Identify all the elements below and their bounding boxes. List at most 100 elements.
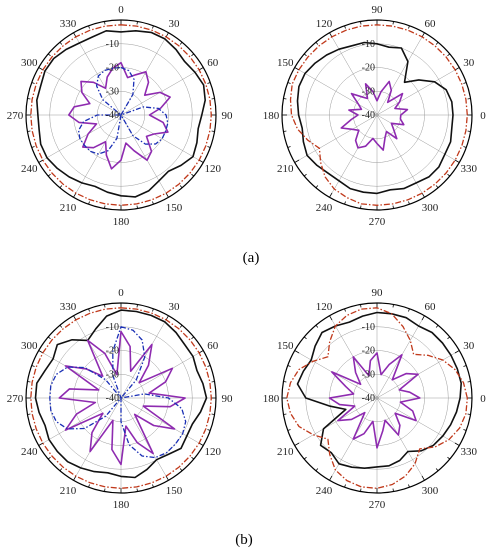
polar-chart-a-left: 0 30 60 90 120 150 180 210 240 270 300 330 -10 -20 -30… (7, 4, 233, 228)
polar-chart-a-right: 0 30 60 90 120 150 180 210 240 270 300 330 -10 -20 -30… (263, 4, 487, 228)
grid-spoke (38, 67, 122, 116)
angle-tick-label: 180 (113, 216, 130, 228)
radial-tick-label: -20 (362, 346, 375, 357)
angle-tick-label: 30 (463, 340, 475, 352)
grid-spoke (376, 114, 425, 198)
frame-tick (421, 315, 425, 321)
grid-spoke (73, 315, 122, 399)
radial-tick-label: -40 (362, 110, 375, 121)
angle-tick-label: 60 (207, 340, 219, 352)
radial-tick-label: -20 (106, 63, 119, 74)
series-dashdot-blue (49, 326, 187, 459)
caption-a: (a) (243, 250, 260, 266)
frame-tick (165, 475, 169, 481)
grid-spoke (120, 114, 204, 163)
polar-chart-b-left: 0 30 60 90 120 150 180 210 240 270 300 330 -10 -20 -30… (7, 287, 233, 511)
radial-tick-label: -40 (362, 393, 375, 404)
angle-tick-label: 30 (463, 57, 475, 69)
angle-tick-label: 0 (480, 110, 486, 122)
radial-tick-label: -30 (106, 369, 119, 380)
angle-tick-label: 150 (166, 485, 183, 497)
series-dashdot-red (289, 24, 468, 206)
series-measured-black (34, 309, 208, 479)
frame-tick (329, 192, 333, 198)
angle-tick-label: 180 (263, 393, 280, 405)
angle-tick-label: 150 (277, 340, 294, 352)
grid-spoke (376, 114, 460, 163)
angle-tick-label: 240 (316, 202, 333, 214)
grid-spoke (376, 397, 460, 446)
grid-spoke (294, 67, 378, 116)
grid-spoke (376, 67, 460, 116)
angle-tick-label: 330 (60, 301, 77, 313)
angle-tick-label: 210 (60, 485, 77, 497)
angle-tick-label: 270 (7, 110, 24, 122)
frame-tick (329, 315, 333, 321)
frame-tick (329, 475, 333, 481)
frame-tick (294, 442, 300, 446)
grid-spoke (120, 397, 204, 446)
angle-tick-label: 30 (169, 301, 181, 313)
radial-tick-label: -10 (106, 322, 119, 333)
angle-tick-label: 180 (113, 499, 130, 511)
angle-tick-label: 240 (316, 485, 333, 497)
grid-spoke (294, 114, 378, 163)
angle-tick-label: 90 (222, 393, 234, 405)
angle-tick-label: 120 (316, 301, 333, 313)
angle-tick-label: 300 (422, 485, 439, 497)
angle-tick-label: 30 (169, 18, 181, 30)
frame-tick (454, 159, 460, 163)
polar-frame (281, 302, 473, 494)
grid-spoke (120, 67, 204, 116)
frame-tick (294, 350, 300, 354)
angle-tick-label: 60 (425, 18, 437, 30)
angle-tick-label: 240 (21, 163, 38, 175)
series-measured-black (36, 30, 206, 198)
angle-tick-label: 210 (60, 202, 77, 214)
series-purple (328, 352, 421, 449)
grid-spoke (329, 114, 378, 198)
radial-tick-label: -30 (362, 86, 375, 97)
series-purple (68, 61, 171, 170)
angle-tick-label: 180 (263, 110, 280, 122)
angle-tick-label: 0 (118, 287, 124, 299)
polar-frame (281, 19, 473, 211)
angle-tick-label: 90 (372, 4, 384, 16)
series-measured-black (296, 41, 454, 195)
angle-tick-label: 150 (277, 57, 294, 69)
radial-tick-label: -30 (106, 86, 119, 97)
radial-tick-label: -10 (362, 39, 375, 50)
frame-tick (294, 159, 300, 163)
series-purple (340, 80, 409, 151)
angle-tick-label: 60 (425, 301, 437, 313)
series-dashdot-red (30, 24, 212, 206)
polar-frame (25, 302, 217, 494)
grid-spoke (38, 397, 122, 446)
radial-tick-label: -40 (106, 393, 119, 404)
frame-tick (38, 442, 44, 446)
angle-tick-label: 270 (7, 393, 24, 405)
grid-spoke (376, 32, 425, 116)
angle-tick-label: 300 (422, 202, 439, 214)
radial-tick-label: -20 (362, 63, 375, 74)
angle-tick-label: 120 (205, 446, 222, 458)
series-measured-black (296, 311, 462, 469)
frame-tick (38, 159, 44, 163)
grid-spoke (329, 32, 378, 116)
polar-frame (25, 19, 217, 211)
angle-tick-label: 270 (369, 216, 386, 228)
frame-tick (421, 475, 425, 481)
grid-spoke (120, 350, 204, 399)
angle-tick-label: 330 (461, 163, 478, 175)
caption-b: (b) (235, 532, 253, 548)
angle-tick-label: 270 (369, 499, 386, 511)
series-dashdot-red (30, 307, 212, 489)
radial-tick-label: -10 (106, 39, 119, 50)
radial-tick-label: -30 (362, 369, 375, 380)
angle-tick-label: 150 (166, 202, 183, 214)
angle-tick-label: 90 (372, 287, 384, 299)
angle-tick-label: 330 (60, 18, 77, 30)
radial-tick-label: -10 (362, 322, 375, 333)
angle-tick-label: 210 (277, 446, 294, 458)
